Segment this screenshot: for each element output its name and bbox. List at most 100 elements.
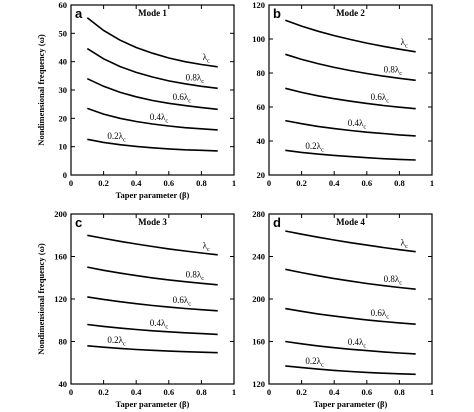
- x-tick-label: 0.4: [131, 178, 142, 188]
- x-tick-label: 0.2: [98, 178, 109, 188]
- series-line: [285, 119, 416, 137]
- series-label: 0.2λc: [107, 131, 126, 144]
- series-line: [87, 138, 218, 152]
- x-axis-title: Taper parameter (β): [116, 190, 190, 200]
- series-label: 0.8λc: [384, 274, 403, 287]
- y-tick-label: 40: [59, 57, 68, 67]
- y-tick-label: 80: [257, 68, 266, 78]
- panel-d: 0 0.2 0.4 0.6 0.8 1 120 160 200 240 280 d Mode 4 Tape…: [252, 209, 434, 409]
- y-tick-label: 60: [59, 0, 68, 10]
- y-axis-title: Nondimensional frequency (ω̄): [36, 34, 46, 146]
- series-line: [87, 345, 218, 354]
- x-tick-label: 0.8: [394, 178, 405, 188]
- panel-title: Mode 4: [336, 217, 365, 227]
- y-tick-label: 30: [59, 85, 68, 95]
- panel-title: Mode 3: [138, 217, 167, 227]
- panel-c: 0 0.2 0.4 0.6 0.8 1 40 80 120 160 200 c Mode 3 Taper …: [36, 209, 236, 409]
- series-label: 0.8λc: [384, 64, 403, 77]
- panel-letter: d: [273, 215, 281, 230]
- series-label: λc: [203, 52, 210, 65]
- x-tick-label: 0.2: [296, 387, 307, 397]
- series-label: λc: [203, 241, 210, 254]
- x-tick-label: 0.6: [361, 178, 372, 188]
- y-tick-label: 40: [257, 136, 266, 146]
- series-line: [86, 17, 218, 68]
- series-label: 0.6λc: [371, 92, 390, 105]
- y-tick-label: 100: [252, 34, 265, 44]
- series-line: [285, 365, 416, 376]
- y-tick-label: 240: [252, 252, 265, 262]
- y-axis-title: Nondimensional frequency (ω̄): [36, 243, 46, 355]
- series-label: 0.2λc: [107, 335, 126, 348]
- x-tick-label: 0: [267, 178, 271, 188]
- x-tick-label: 0: [69, 178, 73, 188]
- series-line: [285, 53, 416, 82]
- series-label: 0.8λc: [186, 72, 205, 85]
- x-tick-label: 0.4: [329, 178, 340, 188]
- y-tick-label: 200: [252, 294, 265, 304]
- series-line: [87, 266, 218, 286]
- plot-frame: [70, 4, 235, 176]
- series-line: [285, 307, 416, 325]
- y-tick-label: 160: [54, 252, 67, 262]
- y-tick-label: 80: [59, 337, 68, 347]
- y-tick-label: 160: [252, 337, 265, 347]
- panel-letter: b: [273, 6, 281, 21]
- series-line: [87, 234, 218, 256]
- y-tick-label: 200: [54, 209, 67, 219]
- series-label: 0.4λc: [348, 337, 367, 350]
- x-tick-label: 0.4: [131, 387, 142, 397]
- y-tick-label: 40: [59, 379, 68, 389]
- x-tick-label: 0.8: [196, 178, 207, 188]
- x-tick-label: 0.6: [361, 387, 372, 397]
- y-tick-label: 120: [54, 294, 67, 304]
- y-tick-label: 20: [59, 113, 68, 123]
- panel-title: Mode 1: [138, 8, 167, 18]
- x-tick-label: 1: [430, 178, 434, 188]
- panel-title: Mode 2: [336, 8, 365, 18]
- x-tick-label: 0.2: [98, 387, 109, 397]
- series-label: 0.6λc: [371, 308, 390, 321]
- x-tick-label: 0.8: [196, 387, 207, 397]
- y-tick-label: 20: [257, 170, 266, 180]
- x-tick-label: 0.8: [394, 387, 405, 397]
- series-line: [285, 340, 416, 355]
- series-line: [285, 19, 416, 53]
- x-axis-title: Taper parameter (β): [116, 399, 190, 409]
- series-label: λc: [401, 37, 408, 50]
- y-tick-label: 60: [257, 102, 266, 112]
- series-label: 0.6λc: [173, 295, 192, 308]
- series-label: λc: [401, 237, 408, 250]
- x-tick-label: 0: [267, 387, 271, 397]
- y-tick-label: 280: [252, 209, 265, 219]
- series-label: 0.2λc: [305, 141, 324, 154]
- plot-frame: [70, 213, 235, 385]
- x-tick-label: 0.4: [329, 387, 340, 397]
- series-line: [87, 296, 218, 312]
- series-label: 0.4λc: [150, 112, 169, 125]
- y-tick-label: 0: [63, 170, 67, 180]
- plot-frame: [268, 213, 433, 385]
- y-tick-label: 120: [252, 379, 265, 389]
- x-tick-label: 0.6: [163, 387, 174, 397]
- x-tick-label: 0.2: [296, 178, 307, 188]
- series-line: [285, 230, 416, 253]
- y-tick-label: 10: [59, 142, 68, 152]
- series-line: [285, 268, 416, 290]
- series-label: 0.8λc: [186, 270, 205, 283]
- series-label: 0.4λc: [150, 318, 169, 331]
- x-tick-label: 1: [232, 387, 236, 397]
- series-line: [86, 77, 218, 111]
- plot-frame: [268, 4, 433, 176]
- series-line: [87, 107, 218, 131]
- series-line: [285, 87, 416, 110]
- x-axis-title: Taper parameter (β): [314, 399, 388, 409]
- y-tick-label: 120: [252, 0, 265, 10]
- y-tick-label: 50: [59, 28, 68, 38]
- series-line: [285, 149, 416, 161]
- x-tick-label: 1: [430, 387, 434, 397]
- panel-letter: a: [75, 6, 83, 21]
